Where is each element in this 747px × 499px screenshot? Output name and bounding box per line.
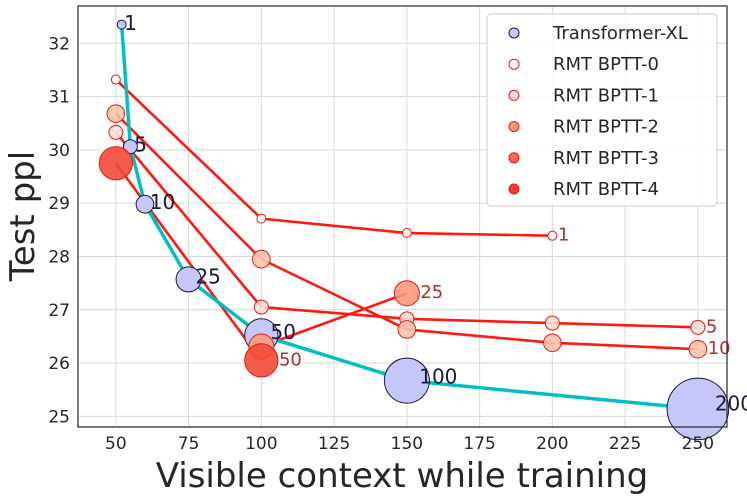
data-point (383, 357, 430, 404)
legend-label: Transformer-XL (552, 23, 688, 44)
data-point (666, 377, 730, 441)
series-markers (98, 19, 730, 441)
legend-marker (508, 27, 520, 39)
y-axis-title: Test ppl (3, 151, 43, 282)
legend-label: RMT BPTT-4 (553, 179, 659, 200)
point-label: 5 (134, 133, 147, 157)
data-point (106, 104, 126, 123)
data-point (116, 19, 127, 30)
point-label: 1 (558, 225, 569, 246)
y-tick-label: 30 (48, 141, 70, 161)
x-tick-label: 250 (682, 434, 714, 454)
legend-label: RMT BPTT-3 (553, 148, 659, 169)
legend-label: RMT BPTT-1 (553, 85, 659, 106)
x-axis-title: Visible context while training (156, 456, 649, 496)
legend-marker (508, 89, 520, 101)
data-point (401, 228, 412, 239)
x-tick-label: 150 (391, 434, 423, 454)
legend-label: RMT BPTT-0 (553, 54, 659, 75)
data-point (547, 230, 558, 241)
x-tick-label: 175 (463, 434, 495, 454)
data-point (690, 319, 706, 335)
series-line (114, 162, 263, 362)
data-point (393, 280, 420, 307)
data-point (688, 339, 708, 359)
tick-labels: 50 75 100 125 150 175 200 225 250252627282930313… (48, 34, 714, 454)
series-line (114, 78, 553, 237)
legend-marker (508, 152, 520, 164)
y-tick-label: 28 (48, 247, 70, 267)
point-label: 25 (420, 282, 443, 303)
point-label: 10 (708, 338, 731, 359)
plot-frame (77, 5, 728, 428)
series-line (260, 292, 408, 348)
data-point (256, 213, 267, 224)
x-tick-label: 50 (105, 434, 127, 454)
y-tick-label: 32 (48, 34, 70, 54)
x-tick-label: 125 (318, 434, 350, 454)
y-tick-label: 26 (48, 354, 70, 374)
data-point (244, 343, 279, 378)
y-tick-label: 27 (48, 301, 70, 321)
legend-box (486, 13, 718, 207)
point-label: 1 (124, 11, 137, 35)
x-tick-label: 100 (245, 434, 277, 454)
legend-marker (508, 58, 520, 70)
data-point (135, 194, 155, 214)
y-tick-label: 31 (48, 88, 70, 108)
point-label: 50 (279, 349, 302, 370)
point-label: 50 (271, 320, 296, 344)
point-label: 10 (150, 190, 175, 214)
point-label: 25 (195, 265, 220, 289)
data-point (543, 333, 562, 353)
data-point (108, 124, 124, 140)
x-tick-label: 200 (536, 434, 568, 454)
legend: Transformer-XL RMT BPTT-0 RMT BPTT-1 RMT BP… (486, 13, 718, 207)
legend-marker (508, 183, 520, 195)
data-point (98, 146, 133, 181)
legend-label: RMT BPTT-2 (553, 117, 659, 138)
point-label: 200 (715, 391, 747, 415)
x-tick-label: 225 (609, 434, 641, 454)
x-tick-label: 75 (178, 434, 200, 454)
y-tick-label: 25 (48, 407, 70, 427)
point-label: 5 (706, 316, 717, 337)
data-point (175, 266, 202, 293)
data-point (252, 249, 271, 269)
y-tick-label: 29 (48, 194, 70, 214)
data-point (544, 315, 560, 331)
data-point (397, 320, 417, 339)
data-point (110, 74, 121, 85)
legend-marker (508, 121, 520, 133)
point-label: 100 (419, 364, 457, 388)
data-point (253, 299, 269, 315)
